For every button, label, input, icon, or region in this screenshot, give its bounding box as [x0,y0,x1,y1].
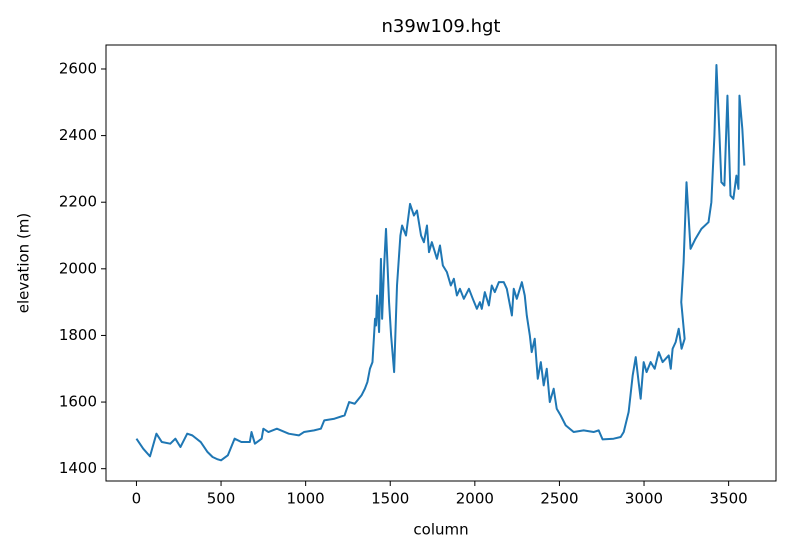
y-tick-label: 2000 [59,259,97,277]
y-tick-label: 1800 [59,326,97,344]
x-tick-label: 500 [207,490,236,508]
x-tick-label: 2000 [456,490,494,508]
x-axis-label: column [413,521,468,539]
y-tick-label: 2200 [59,193,97,211]
data-line [135,63,746,462]
x-tick-label: 0 [132,490,142,508]
y-tick-label: 2600 [59,59,97,77]
x-tick-label: 1000 [287,490,325,508]
y-tick-label: 2400 [59,126,97,144]
plot-frame [105,44,777,482]
x-tick-label: 2500 [540,490,578,508]
y-tick-label: 1600 [59,393,97,411]
y-tick-label: 1400 [59,459,97,477]
x-tick-label: 1500 [371,490,409,508]
y-axis-label: elevation (m) [15,213,33,314]
x-tick-label: 3500 [710,490,748,508]
x-tick-label: 3000 [625,490,663,508]
chart-title: n39w109.hgt [381,16,500,37]
